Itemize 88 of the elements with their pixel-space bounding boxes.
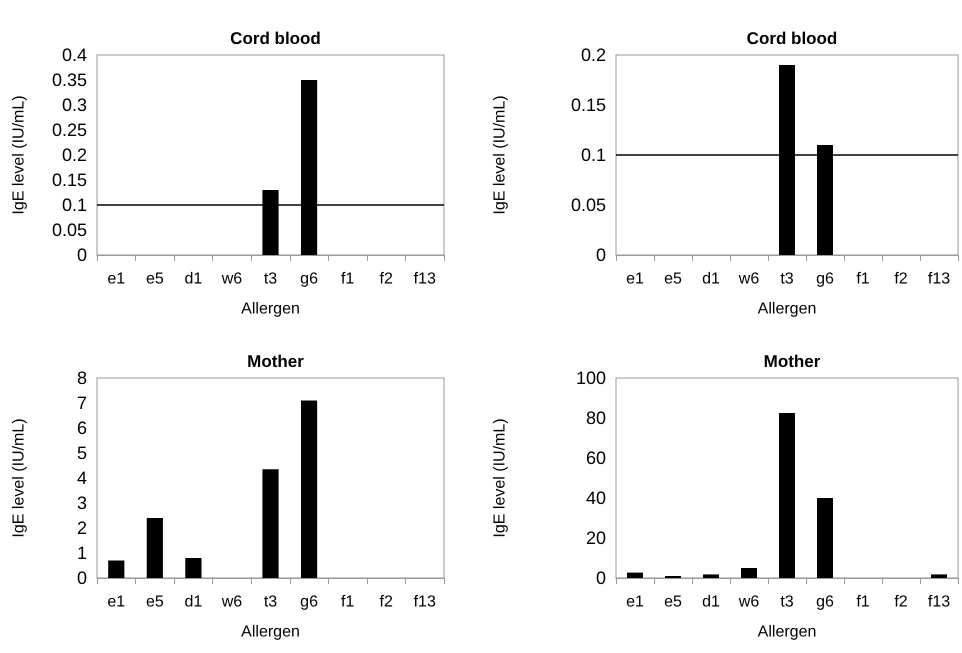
x-tick-label: f13	[928, 594, 950, 610]
y-tick-label: 0	[596, 245, 606, 265]
y-tick-label: 7	[76, 393, 87, 413]
x-tick-label: f2	[379, 594, 393, 610]
y-tick-label: 0	[596, 568, 606, 588]
y-tick-label: 0	[76, 568, 87, 588]
x-tick-label: e1	[626, 594, 644, 610]
x-tick-label: g6	[816, 270, 834, 288]
y-tick-label: 40	[586, 488, 606, 508]
y-tick-label: 0.4	[62, 45, 87, 65]
y-tick-label: 2	[76, 518, 87, 538]
y-tick-label: 0.25	[52, 120, 87, 140]
x-tick-label: g6	[816, 594, 834, 610]
x-tick-label: f13	[928, 270, 950, 288]
x-tick-label: f1	[340, 594, 354, 610]
x-tick-label: g6	[300, 594, 318, 610]
y-tick-label: 80	[586, 408, 606, 428]
y-tick-label: 3	[76, 493, 87, 513]
y-tick-label: 0.3	[62, 95, 87, 115]
bar	[703, 574, 719, 578]
y-axis-title: IgE level (IU/mL)	[10, 95, 28, 215]
x-tick-label: e5	[146, 594, 164, 610]
x-tick-label: d1	[184, 270, 202, 288]
y-axis-title: IgE level (IU/mL)	[10, 418, 28, 538]
y-tick-label: 0.15	[52, 170, 87, 190]
x-tick-label: t3	[264, 270, 278, 288]
y-axis-title: IgE level (IU/mL)	[492, 95, 508, 215]
chart-title: Cord blood	[746, 29, 838, 48]
x-tick-label: f1	[856, 594, 870, 610]
x-tick-label: e1	[107, 270, 126, 288]
bar	[627, 572, 643, 578]
x-tick-label: f2	[894, 594, 908, 610]
bar	[262, 469, 279, 578]
x-tick-label: w6	[220, 594, 242, 610]
y-tick-label: 1	[76, 543, 87, 563]
y-tick-label: 8	[76, 368, 87, 388]
x-tick-label: d1	[702, 594, 720, 610]
bar	[185, 558, 202, 578]
x-tick-label: e5	[146, 270, 164, 288]
x-tick-label: g6	[300, 270, 318, 288]
x-tick-label: d1	[184, 594, 202, 610]
bar	[931, 574, 947, 578]
x-tick-label: d1	[702, 270, 720, 288]
y-tick-label: 6	[76, 418, 87, 438]
y-tick-label: 100	[576, 368, 606, 388]
x-tick-label: f1	[856, 270, 870, 288]
y-tick-label: 0.1	[580, 145, 606, 165]
x-tick-label: w6	[220, 270, 242, 288]
x-tick-label: f13	[414, 270, 436, 288]
x-tick-label: f2	[894, 270, 908, 288]
y-axis-title: IgE level (IU/mL)	[492, 418, 508, 538]
chart-title: Mother	[764, 352, 821, 371]
y-tick-label: 0.05	[52, 220, 87, 240]
x-tick-label: t3	[264, 594, 278, 610]
y-tick-label: 0.2	[62, 145, 87, 165]
x-tick-label: f1	[340, 270, 354, 288]
y-tick-label: 60	[586, 448, 606, 468]
x-tick-label: w6	[738, 594, 760, 610]
x-tick-label: f2	[379, 270, 393, 288]
x-tick-label: t3	[780, 594, 794, 610]
y-tick-label: 0	[76, 245, 87, 265]
chart-title: Cord blood	[230, 29, 321, 48]
bar	[779, 413, 795, 578]
x-tick-label: f13	[414, 594, 436, 610]
x-axis-title: Allergen	[241, 624, 300, 640]
x-tick-label: e1	[626, 270, 644, 288]
chart-title: Mother	[247, 352, 304, 371]
bar	[741, 568, 757, 578]
y-tick-label: 5	[76, 443, 87, 463]
x-tick-label: e1	[107, 594, 126, 610]
bar	[817, 498, 833, 578]
bar	[300, 400, 318, 578]
x-tick-label: e5	[664, 594, 682, 610]
x-tick-label: w6	[738, 270, 760, 288]
y-tick-label: 0.1	[62, 195, 87, 215]
y-tick-label: 20	[586, 528, 606, 548]
y-tick-label: 0.35	[52, 70, 87, 90]
y-tick-label: 4	[76, 468, 87, 488]
y-tick-label: 0.05	[570, 195, 606, 215]
y-tick-label: 0.15	[570, 95, 606, 115]
y-tick-label: 0.2	[580, 45, 606, 65]
x-axis-title: Allergen	[758, 624, 816, 640]
x-tick-label: t3	[780, 270, 794, 288]
bar	[108, 560, 124, 578]
x-axis-title: Allergen	[241, 300, 300, 318]
x-tick-label: e5	[664, 270, 682, 288]
bar	[146, 518, 163, 578]
x-axis-title: Allergen	[758, 300, 816, 318]
